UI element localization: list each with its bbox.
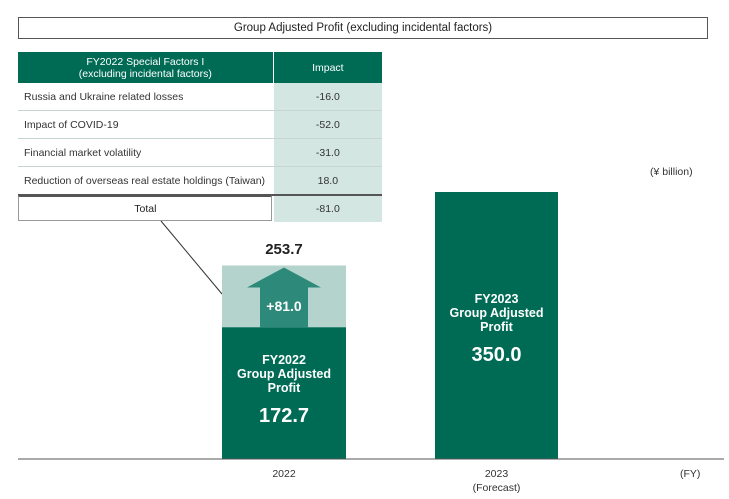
bar-2022 — [222, 327, 346, 459]
bar-2022-value-label: 172.7 — [258, 405, 310, 428]
bar-2023-text: FY2023 Group Adjusted Profit 350.0 — [435, 292, 558, 366]
bar-2023-label-line-2: Group Adjusted — [449, 306, 544, 320]
factor-impact: 18.0 — [272, 166, 382, 196]
factor-name: Financial market volatility — [18, 138, 274, 167]
x-tick-note-2023: (Forecast) — [472, 482, 521, 494]
factor-header-line-1: FY2022 Special Factors I — [86, 55, 205, 68]
bar-2023-value-label: 350.0 — [471, 344, 522, 366]
x-axis-unit-label: (FY) — [680, 468, 701, 480]
bar-2023-label-line-1: FY2023 — [474, 292, 519, 306]
factor-name: Reduction of overseas real estate holdin… — [18, 166, 274, 196]
total-label: Total — [18, 194, 274, 222]
table-total-row: Total -81.0 — [18, 194, 382, 222]
bar-2022-text: FY2022 Group Adjusted Profit 172.7 — [222, 353, 346, 427]
bar-2022-label-line-3: Profit — [267, 381, 301, 396]
factor-impact: -16.0 — [272, 83, 382, 111]
bar-2022-label-line-2: Group Adjusted — [237, 367, 331, 382]
total-impact: -81.0 — [272, 194, 382, 222]
table-header-row: FY2022 Special Factors I (excluding inci… — [18, 52, 382, 83]
x-tick-label-2023: 2023 — [484, 468, 509, 480]
bar-2022-label-line-1: FY2022 — [262, 353, 306, 368]
factor-column-header: FY2022 Special Factors I (excluding inci… — [18, 52, 274, 83]
total-row-outline — [18, 195, 272, 221]
unit-label: (¥ billion) — [650, 166, 693, 178]
factor-impact: -52.0 — [272, 110, 382, 139]
bar-2022-total-label: 253.7 — [265, 241, 303, 259]
special-factors-table: FY2022 Special Factors I (excluding inci… — [18, 52, 382, 222]
bar-2023 — [435, 192, 558, 459]
increment-arrow-icon — [247, 267, 321, 328]
factor-impact: -31.0 — [272, 138, 382, 167]
factor-name: Impact of COVID-19 — [18, 110, 274, 139]
callout-connector-line — [160, 220, 223, 295]
chart-title: Group Adjusted Profit (excluding inciden… — [18, 17, 708, 39]
table-row: Impact of COVID-19 -52.0 — [18, 110, 382, 139]
table-row: Reduction of overseas real estate holdin… — [18, 166, 382, 196]
table-row: Russia and Ukraine related losses -16.0 — [18, 83, 382, 111]
bar-2022-increment-label: +81.0 — [266, 298, 302, 315]
impact-column-header: Impact — [273, 52, 382, 83]
factor-header-line-2: (excluding incidental factors) — [78, 67, 212, 80]
table-row: Financial market volatility -31.0 — [18, 138, 382, 167]
bar-2023-label-line-3: Profit — [480, 320, 513, 334]
x-tick-label-2022: 2022 — [272, 468, 296, 480]
factor-name: Russia and Ukraine related losses — [18, 83, 274, 111]
